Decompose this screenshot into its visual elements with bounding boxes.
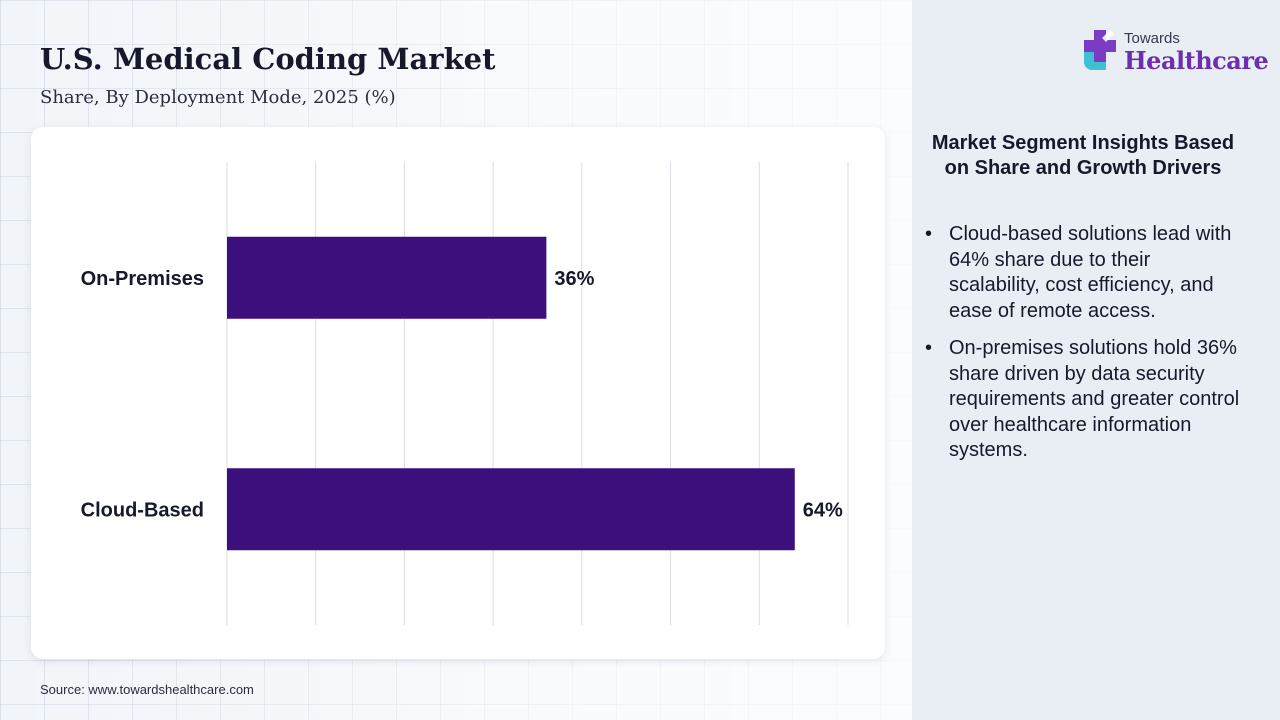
bar-cloud-based — [227, 468, 795, 551]
bullet-icon: • — [925, 337, 933, 359]
logo-text-bottom: Healthcare — [1124, 46, 1269, 75]
insights-panel — [912, 0, 1280, 720]
logo-text-top: Towards — [1124, 30, 1180, 47]
brand-logo: Towards Healthcare — [1080, 28, 1269, 78]
chart-card: On-Premises 36% Cloud-Based 64% — [31, 127, 885, 659]
category-label: On-Premises — [81, 268, 204, 290]
page-title: U.S. Medical Coding Market — [40, 42, 496, 76]
medical-cross-icon — [1084, 30, 1116, 70]
category-label: Cloud-Based — [81, 499, 204, 521]
bullet-icon: • — [925, 223, 933, 245]
bar-chart: On-Premises 36% Cloud-Based 64% — [81, 162, 849, 625]
insight-item: • On-premises solutions hold 36% share d… — [925, 336, 1245, 464]
data-label: 64% — [803, 499, 843, 521]
insights-list: • Cloud-based solutions lead with 64% sh… — [925, 222, 1245, 476]
source-note: Source: www.towardshealthcare.com — [40, 682, 254, 697]
page-subtitle: Share, By Deployment Mode, 2025 (%) — [40, 87, 396, 108]
insight-text: Cloud-based solutions lead with 64% shar… — [949, 223, 1232, 322]
insights-heading: Market Segment Insights Based on Share a… — [931, 132, 1235, 179]
insight-text: On-premises solutions hold 36% share dri… — [949, 337, 1240, 461]
insight-item: • Cloud-based solutions lead with 64% sh… — [925, 222, 1245, 324]
bar-on-premises — [227, 236, 547, 319]
data-label: 36% — [554, 268, 594, 290]
